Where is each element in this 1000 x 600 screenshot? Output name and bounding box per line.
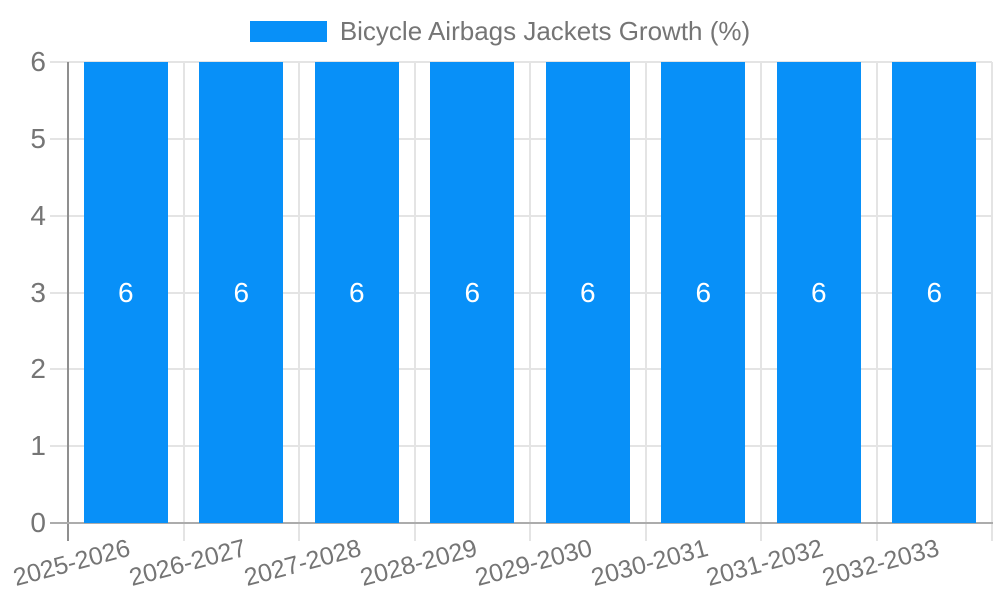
gridline-y-5 <box>50 137 992 140</box>
chart-legend: Bicycle Airbags Jackets Growth (%) <box>0 14 1000 48</box>
bar-value-label: 6 <box>695 276 712 308</box>
y-tick-label: 3 <box>30 276 46 308</box>
bar-2026-2027 <box>199 62 284 523</box>
y-tick-label: 6 <box>30 46 46 77</box>
gridline-x-2 <box>298 62 300 541</box>
legend-label: Bicycle Airbags Jackets Growth (%) <box>339 16 751 46</box>
legend-swatch <box>249 20 327 42</box>
y-tick-label: 4 <box>30 199 46 231</box>
gridline-y-4 <box>50 214 992 217</box>
bar-2029-2030 <box>545 62 630 523</box>
y-tick-label: 0 <box>30 507 46 538</box>
bar-value-label: 6 <box>926 276 943 308</box>
gridline-x-3 <box>413 62 416 541</box>
x-tick-label: 2027-2028 <box>241 533 365 592</box>
y-axis-line <box>67 62 69 541</box>
gridline-x-5 <box>644 62 647 541</box>
x-tick-label: 2029-2030 <box>472 533 596 592</box>
bar-2031-2032 <box>776 62 861 523</box>
x-tick-label: 2028-2029 <box>357 533 480 592</box>
bar-value-label: 6 <box>348 276 365 308</box>
bar-2032-2033 <box>892 62 977 523</box>
bar-value-label: 6 <box>579 276 596 308</box>
gridline-x-8 <box>991 62 993 541</box>
x-tick-label: 2026-2027 <box>126 533 249 592</box>
gridline-x-1 <box>182 62 185 541</box>
bar-value-label: 6 <box>464 276 481 308</box>
gridline-y-3 <box>50 291 992 294</box>
bar-2030-2031 <box>661 62 746 523</box>
y-tick-label: 1 <box>30 430 46 462</box>
gridline-y-2 <box>50 368 992 371</box>
y-tick-label: 5 <box>30 122 46 154</box>
gridline-x-7 <box>875 62 878 541</box>
x-axis-line <box>50 522 993 524</box>
bar-2028-2029 <box>430 62 515 523</box>
bar-value-label: 6 <box>233 276 250 308</box>
x-tick-label: 2030-2031 <box>588 533 711 592</box>
bar-value-label: 6 <box>117 276 134 308</box>
gridline-y-1 <box>50 445 992 448</box>
bar-2027-2028 <box>314 62 399 523</box>
gridline-y-6 <box>50 61 992 63</box>
y-tick-label: 2 <box>30 353 46 385</box>
x-tick-label: 2025-2026 <box>10 533 134 592</box>
bar-2025-2026 <box>83 62 168 523</box>
x-tick-label: 2032-2033 <box>819 533 942 592</box>
bar-value-label: 6 <box>810 276 827 308</box>
gridline-x-4 <box>529 62 531 541</box>
gridline-x-6 <box>760 62 762 541</box>
x-tick-label: 2031-2032 <box>703 533 827 592</box>
